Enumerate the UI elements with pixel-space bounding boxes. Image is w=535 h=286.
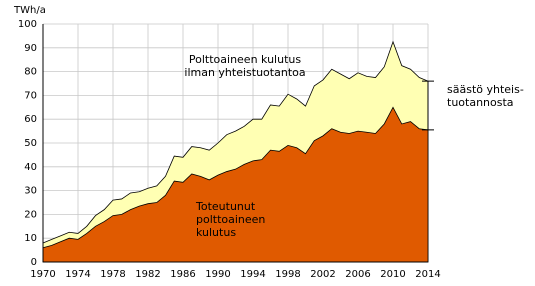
series-label: Polttoaineen kulutus — [189, 53, 301, 66]
series-label: Toteutunut — [195, 200, 256, 213]
y-tick-label: 30 — [24, 186, 37, 197]
annotation: säästö yhteis- — [447, 83, 524, 96]
x-tick-label: 1982 — [135, 269, 160, 280]
x-tick-label: 2006 — [345, 269, 370, 280]
y-tick-label: 0 — [31, 257, 37, 268]
x-tick-label: 1986 — [170, 269, 195, 280]
annotation: tuotannosta — [447, 96, 514, 109]
area — [42, 106, 429, 263]
y-tick-label: 20 — [24, 209, 37, 220]
savings-bracket — [422, 80, 434, 131]
series-label: polttoaineen — [196, 213, 265, 226]
unit-label: TWh/a — [13, 5, 46, 16]
x-tick-label: 1990 — [205, 269, 230, 280]
series-label: kulutus — [196, 226, 236, 239]
y-tick-label: 80 — [24, 67, 37, 78]
y-tick-label: 70 — [24, 90, 37, 101]
y-tick-label: 90 — [24, 43, 37, 54]
x-tick-label: 1994 — [240, 269, 265, 280]
y-tick-label: 60 — [24, 114, 37, 125]
x-tick-label: 1974 — [65, 269, 90, 280]
y-tick-label: 50 — [24, 138, 37, 149]
y-tick-label: 40 — [24, 162, 37, 173]
x-tick-label: 2010 — [380, 269, 405, 280]
x-tick-label: 2014 — [415, 269, 440, 280]
series-label: ilman yhteistuotantoa — [184, 66, 305, 79]
x-tick-label: 1970 — [30, 269, 55, 280]
x-tick-label: 2002 — [310, 269, 335, 280]
x-tick-label: 1998 — [275, 269, 300, 280]
y-tick-label: 100 — [18, 19, 37, 30]
y-tick-label: 10 — [24, 233, 37, 244]
x-tick-label: 1978 — [100, 269, 125, 280]
